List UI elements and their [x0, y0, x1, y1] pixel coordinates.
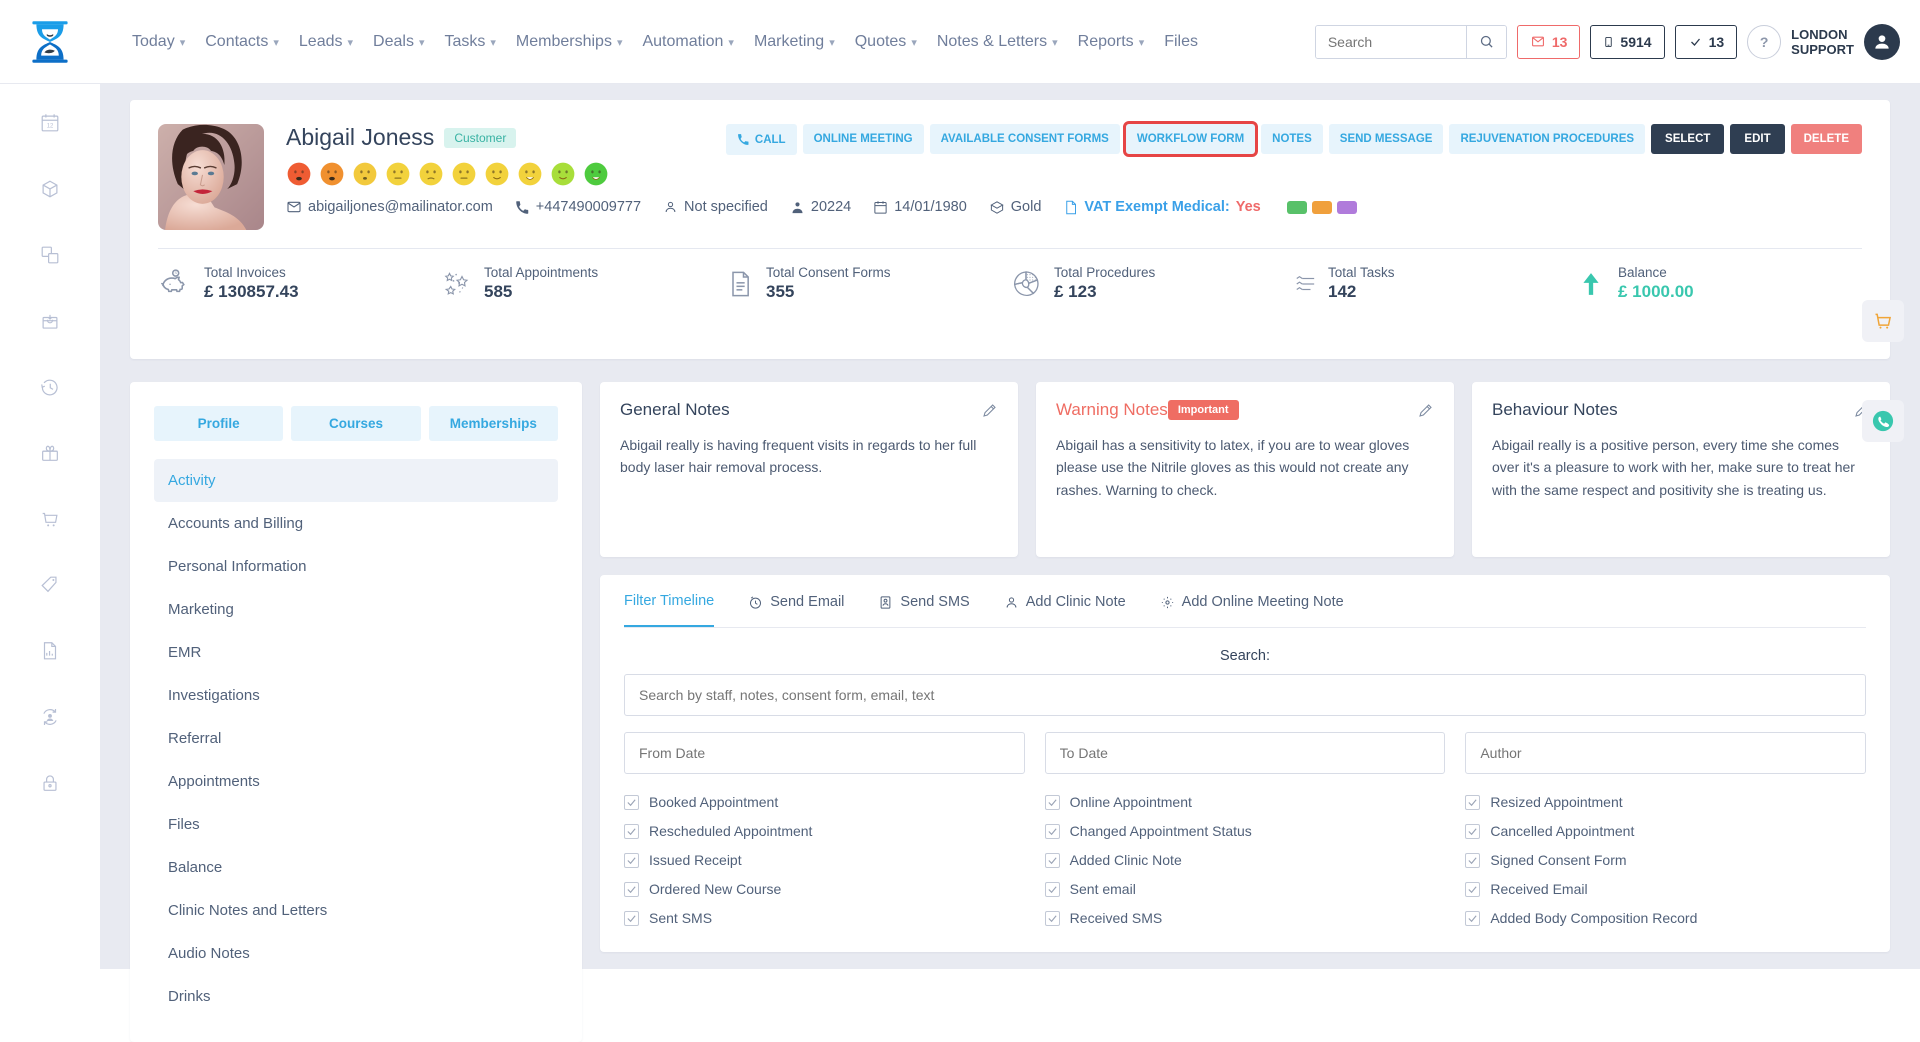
- svg-text:S: S: [174, 271, 177, 275]
- svg-text:12: 12: [47, 124, 54, 130]
